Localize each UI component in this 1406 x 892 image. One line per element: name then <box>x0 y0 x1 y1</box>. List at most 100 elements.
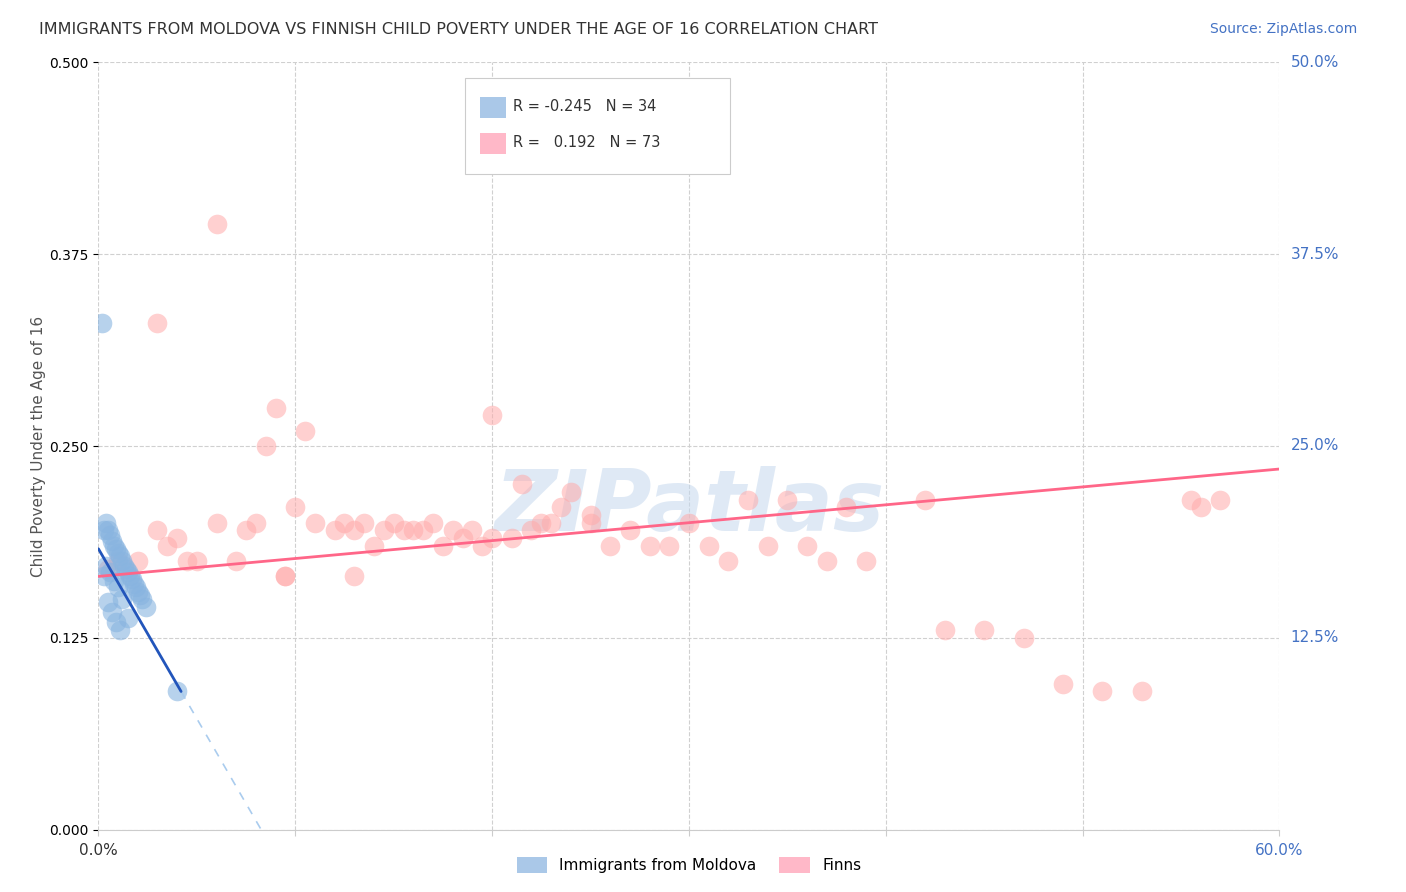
Point <box>510 477 533 491</box>
Point <box>166 531 188 545</box>
Point <box>254 439 277 453</box>
Point <box>264 401 287 415</box>
Point <box>579 508 602 522</box>
Point <box>107 580 129 594</box>
Point <box>91 316 114 330</box>
Point <box>412 524 434 538</box>
Text: Source: ZipAtlas.com: Source: ZipAtlas.com <box>1209 22 1357 37</box>
Point <box>471 539 494 553</box>
Point <box>560 485 582 500</box>
Point <box>274 569 297 583</box>
Point <box>101 534 124 549</box>
Point <box>97 524 120 538</box>
Legend: Immigrants from Moldova, Finns: Immigrants from Moldova, Finns <box>510 851 868 880</box>
Point <box>353 516 375 530</box>
Point <box>697 539 720 553</box>
Point <box>118 569 141 583</box>
Point <box>402 524 425 538</box>
Point <box>115 562 138 576</box>
Point <box>1052 677 1074 691</box>
Point <box>855 554 877 568</box>
Point <box>481 409 503 423</box>
Point <box>97 595 120 609</box>
Point <box>205 217 228 231</box>
Point <box>1012 631 1035 645</box>
Point <box>678 516 700 530</box>
Point <box>776 492 799 507</box>
Text: R = -0.245   N = 34: R = -0.245 N = 34 <box>513 99 657 114</box>
Point <box>530 516 553 530</box>
Point <box>619 524 641 538</box>
Point <box>146 316 169 330</box>
Point <box>343 569 366 583</box>
Point <box>382 516 405 530</box>
Point <box>520 524 543 538</box>
FancyBboxPatch shape <box>479 97 506 119</box>
Point <box>756 539 779 553</box>
Text: 25.0%: 25.0% <box>1291 439 1339 453</box>
Point <box>103 574 125 588</box>
Point <box>108 623 131 637</box>
Point <box>481 531 503 545</box>
Point <box>235 524 257 538</box>
Point <box>451 531 474 545</box>
Point <box>540 516 562 530</box>
Point <box>422 516 444 530</box>
Point <box>107 554 129 568</box>
Point <box>98 565 121 579</box>
Point <box>343 524 366 538</box>
Point <box>1189 500 1212 515</box>
Point <box>284 500 307 515</box>
Point <box>122 577 145 591</box>
Point <box>363 539 385 553</box>
Point <box>392 524 415 538</box>
Point <box>294 424 316 438</box>
Point <box>186 554 208 568</box>
Point <box>373 524 395 538</box>
Point <box>717 554 740 568</box>
Point <box>166 684 188 698</box>
Point <box>105 615 128 630</box>
Point <box>117 611 139 625</box>
Point <box>107 546 129 560</box>
FancyBboxPatch shape <box>479 133 506 154</box>
Point <box>135 600 157 615</box>
Point <box>176 554 198 568</box>
Point <box>121 573 143 587</box>
Point <box>225 554 247 568</box>
Text: 12.5%: 12.5% <box>1291 631 1339 645</box>
Text: ZIPatlas: ZIPatlas <box>494 466 884 549</box>
Point <box>112 558 135 573</box>
Point <box>108 549 131 564</box>
Point <box>146 524 169 538</box>
Text: IMMIGRANTS FROM MOLDOVA VS FINNISH CHILD POVERTY UNDER THE AGE OF 16 CORRELATION: IMMIGRANTS FROM MOLDOVA VS FINNISH CHILD… <box>39 22 879 37</box>
Point <box>934 623 956 637</box>
Point <box>835 500 858 515</box>
Point <box>93 569 115 583</box>
Point <box>638 539 661 553</box>
Point <box>131 592 153 607</box>
Point <box>304 516 326 530</box>
Point <box>101 605 124 619</box>
Point <box>796 539 818 553</box>
Text: R =   0.192   N = 73: R = 0.192 N = 73 <box>513 136 661 151</box>
Point <box>1180 492 1202 507</box>
Point <box>111 554 134 568</box>
Point <box>245 516 267 530</box>
Point <box>737 492 759 507</box>
Point <box>579 516 602 530</box>
Point <box>205 516 228 530</box>
Point <box>127 554 149 568</box>
Text: 60.0%: 60.0% <box>1256 844 1303 858</box>
Point <box>125 580 148 594</box>
Point <box>127 584 149 599</box>
Point <box>98 528 121 542</box>
Point <box>111 592 134 607</box>
Point <box>461 524 484 538</box>
Point <box>96 558 118 573</box>
Point <box>914 492 936 507</box>
Point <box>274 569 297 583</box>
FancyBboxPatch shape <box>464 78 730 174</box>
Text: 50.0%: 50.0% <box>1291 55 1339 70</box>
Point <box>599 539 621 553</box>
